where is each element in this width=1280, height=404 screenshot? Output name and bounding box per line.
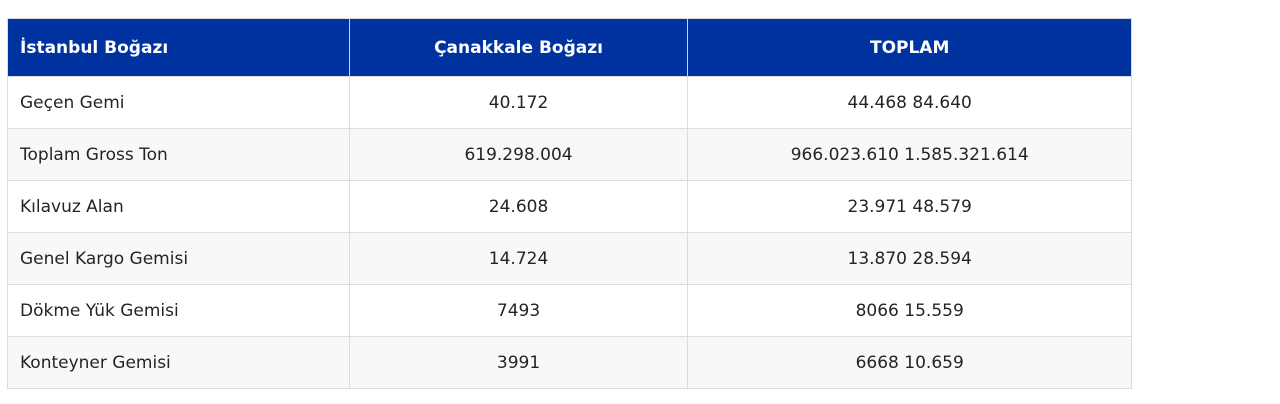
toplam-value: 44.468 84.640 — [687, 76, 1132, 129]
row-label: Kılavuz Alan — [7, 180, 350, 233]
canakkale-value: 3991 — [349, 336, 689, 389]
toplam-value: 8066 15.559 — [687, 284, 1132, 337]
row-label: Dökme Yük Gemisi — [7, 284, 350, 337]
row-label: Genel Kargo Gemisi — [7, 232, 350, 285]
row-label: Toplam Gross Ton — [7, 128, 350, 181]
toplam-value: 966.023.610 1.585.321.614 — [687, 128, 1132, 181]
table-row: Genel Kargo Gemisi 14.724 13.870 28.594 — [7, 232, 1132, 285]
table-row: Kılavuz Alan 24.608 23.971 48.579 — [7, 180, 1132, 233]
toplam-value: 6668 10.659 — [687, 336, 1132, 389]
canakkale-value: 619.298.004 — [349, 128, 689, 181]
row-label: Geçen Gemi — [7, 76, 350, 129]
header-canakkale-bogazi: Çanakkale Boğazı — [349, 18, 689, 77]
table-row: Toplam Gross Ton 619.298.004 966.023.610… — [7, 128, 1132, 181]
table-row: Dökme Yük Gemisi 7493 8066 15.559 — [7, 284, 1132, 337]
table-row: Geçen Gemi 40.172 44.468 84.640 — [7, 76, 1132, 129]
table-row: Konteyner Gemisi 3991 6668 10.659 — [7, 336, 1132, 389]
header-toplam: TOPLAM — [687, 18, 1132, 77]
canakkale-value: 40.172 — [349, 76, 689, 129]
table-header-row: İstanbul Boğazı Çanakkale Boğazı TOPLAM — [7, 18, 1132, 77]
toplam-value: 13.870 28.594 — [687, 232, 1132, 285]
canakkale-value: 24.608 — [349, 180, 689, 233]
canakkale-value: 14.724 — [349, 232, 689, 285]
row-label: Konteyner Gemisi — [7, 336, 350, 389]
header-istanbul-bogazi: İstanbul Boğazı — [7, 18, 350, 77]
canakkale-value: 7493 — [349, 284, 689, 337]
strait-statistics-table: İstanbul Boğazı Çanakkale Boğazı TOPLAM … — [7, 18, 1132, 389]
toplam-value: 23.971 48.579 — [687, 180, 1132, 233]
